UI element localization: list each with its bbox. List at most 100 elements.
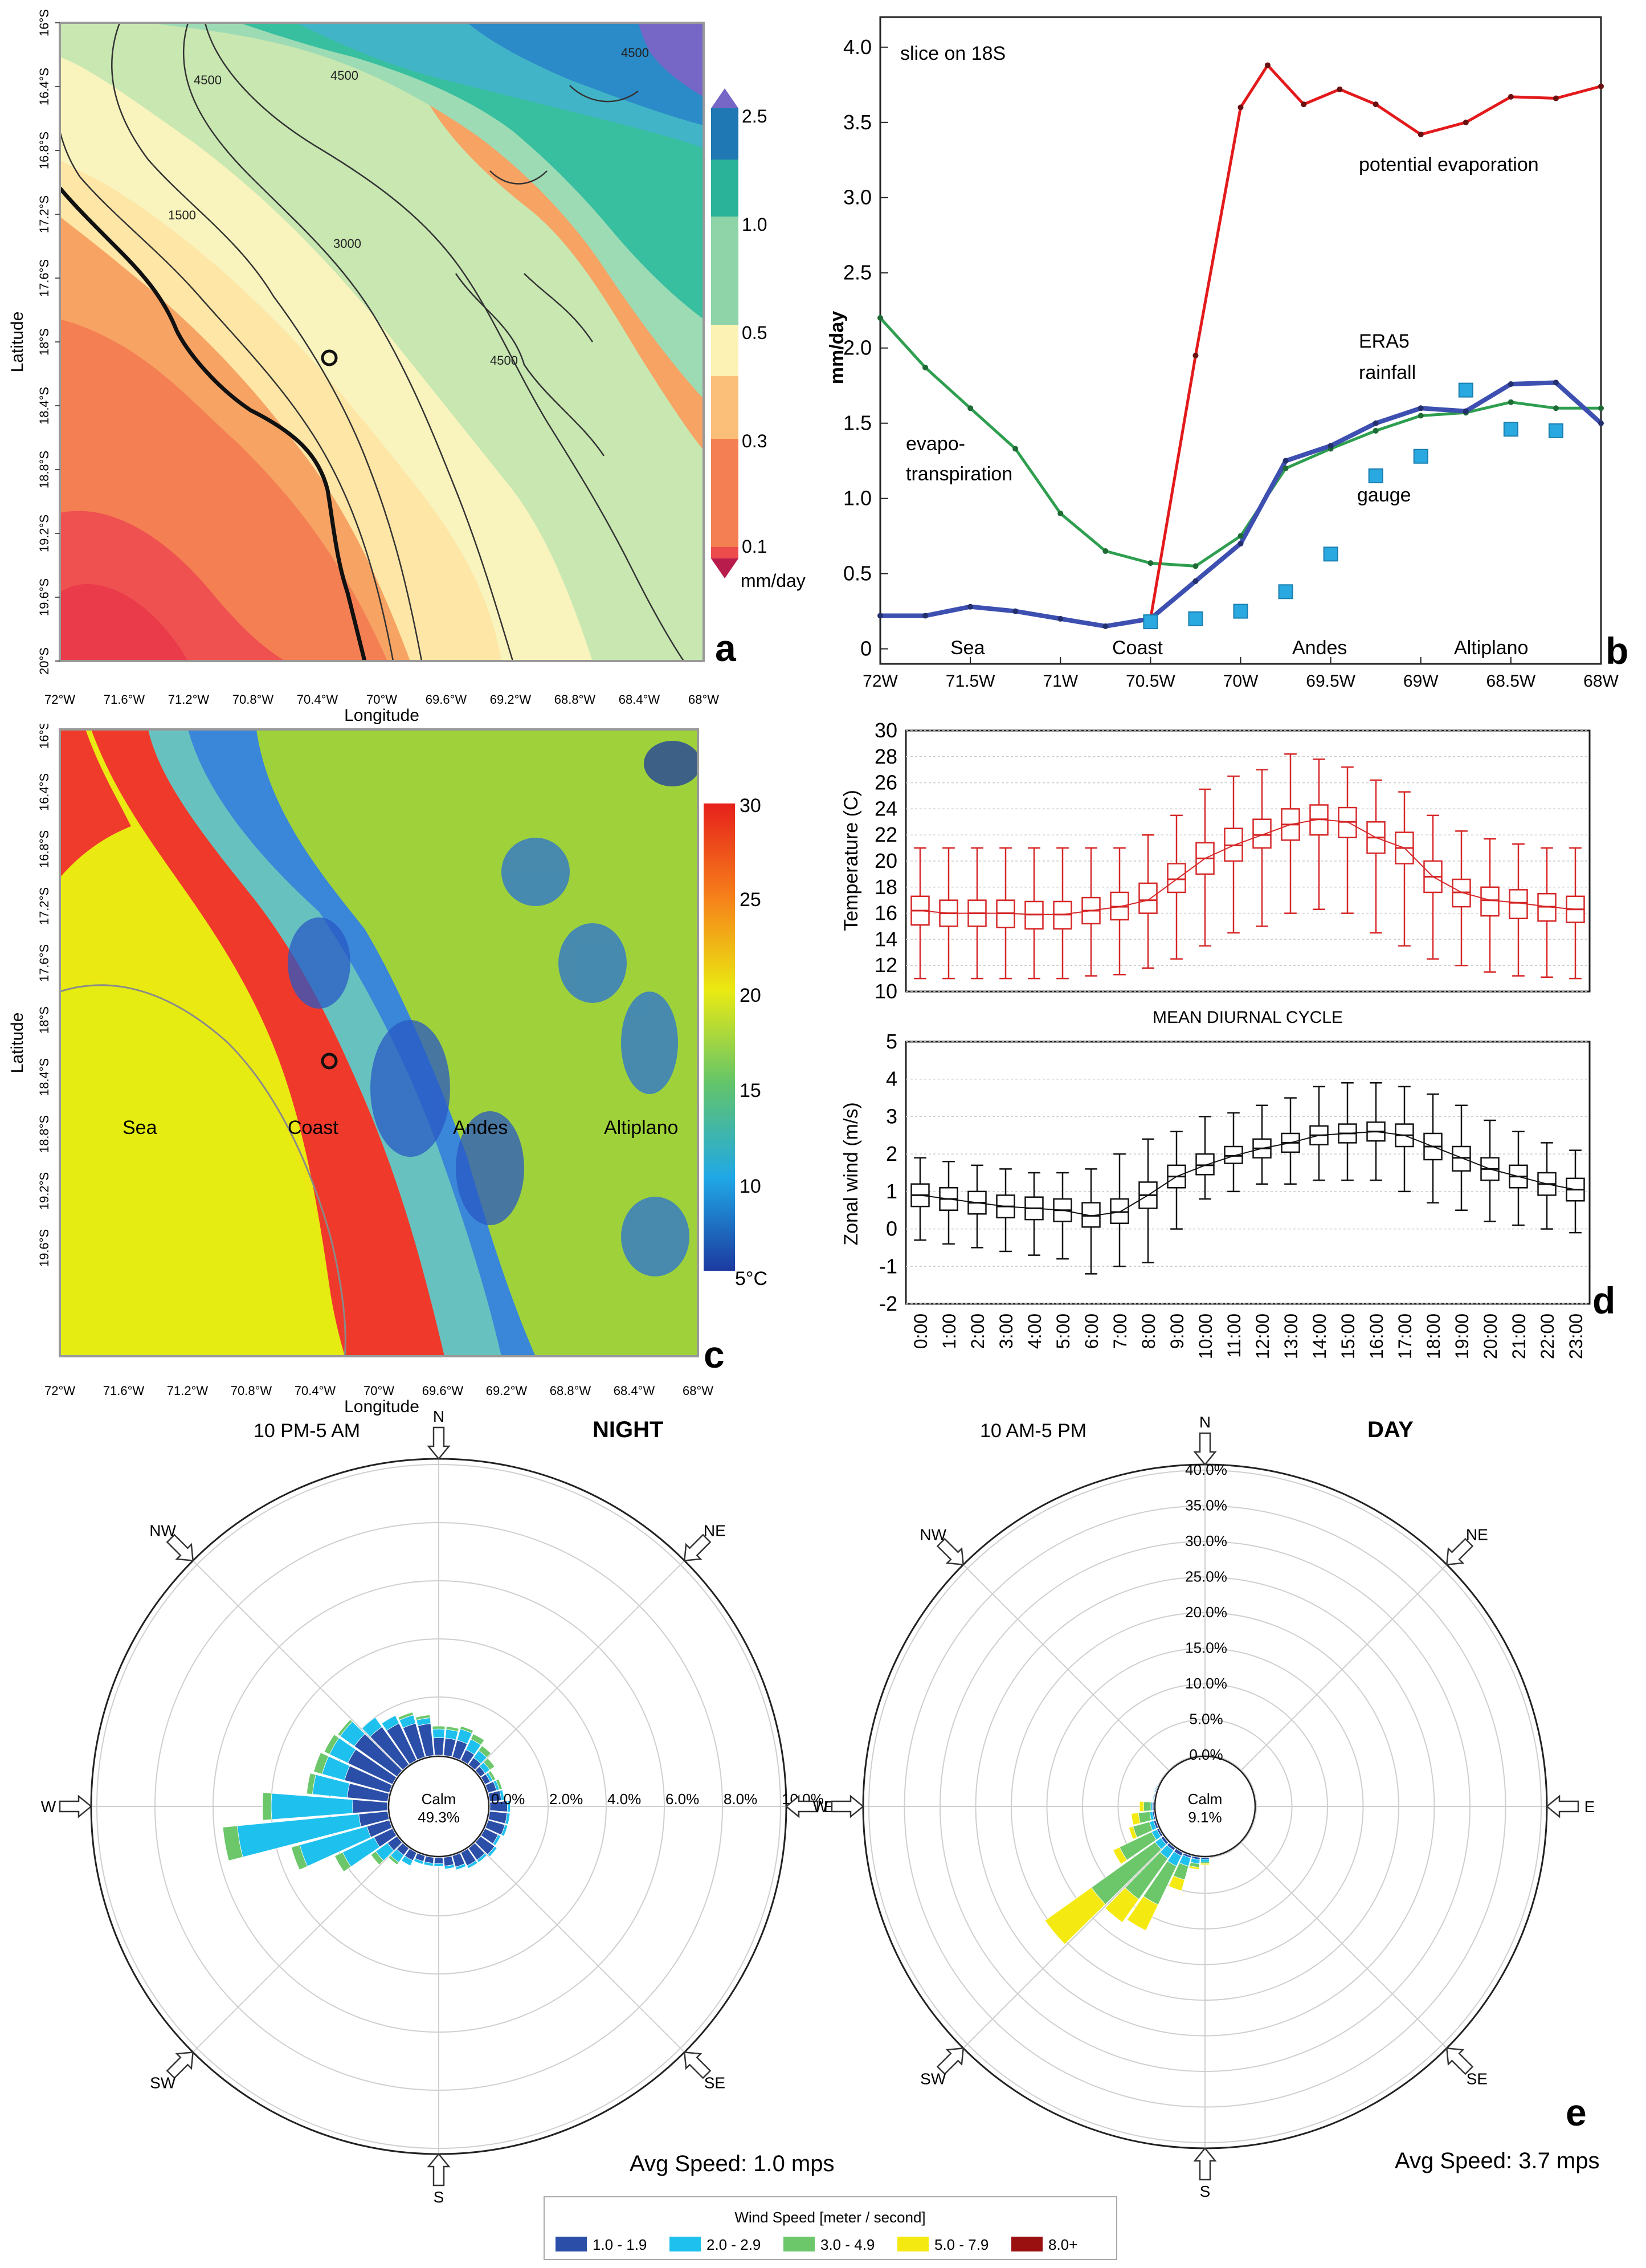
ring-label: 15.0% <box>1185 1639 1227 1657</box>
x-tick-label: 68W <box>1583 672 1619 691</box>
arrow-shape <box>936 1537 965 1566</box>
rose-sector <box>455 1863 467 1870</box>
arrow-shape <box>166 1533 194 1562</box>
y-tick-label: -2 <box>879 1292 897 1315</box>
chart-b-annotation: slice on 18S <box>900 43 1006 64</box>
ring-label: 8.0% <box>724 1790 757 1808</box>
panel-letter-d: d <box>1592 1279 1615 1321</box>
arrow-shape <box>785 1794 819 1818</box>
label-transpiration: transpiration <box>906 463 1012 485</box>
legend-label: 3.0 - 4.9 <box>820 2236 875 2253</box>
panel-a-map: 16°S 16.4°S 16.8°S 17.2°S 17.6°S 18°S 18.4°S 18… <box>8 9 806 724</box>
data-point <box>1373 427 1379 434</box>
data-point <box>1598 405 1604 411</box>
day-avg-speed: Avg Speed: 3.7 mps <box>1395 2148 1600 2173</box>
lat-tick-label: 19.6°S <box>37 1229 51 1267</box>
y-tick-label: 3.5 <box>843 111 872 134</box>
compass-label: SE <box>704 2074 725 2091</box>
compass-label: W <box>41 1798 56 1816</box>
data-point <box>1418 405 1424 411</box>
y-tick-label: 18 <box>875 875 897 899</box>
compass-label: S <box>1200 2183 1211 2200</box>
data-point <box>1192 352 1199 358</box>
hour-tick-label: 5:00 <box>1053 1314 1073 1349</box>
data-point <box>1463 119 1469 125</box>
lat-tick-label: 16°S <box>37 724 51 749</box>
data-point <box>1192 578 1199 584</box>
hour-tick-label: 23:00 <box>1566 1314 1586 1359</box>
rose-sector <box>262 1792 272 1821</box>
rose-sector <box>432 1728 446 1739</box>
hour-tick-label: 8:00 <box>1138 1314 1159 1349</box>
compass-arrow-icon <box>427 2153 451 2187</box>
contour-labels: 4500 4500 4500 1500 3000 4500 <box>168 46 649 368</box>
legend-label: 8.0+ <box>1048 2236 1077 2253</box>
rose-sector <box>401 1855 414 1866</box>
region-label: Sea <box>122 1117 157 1139</box>
lat-tick-labels: 16°S 16.4°S 16.8°S 17.2°S 17.6°S 18°S 18.4°S 18… <box>37 724 51 1267</box>
rose-sector <box>291 1845 308 1870</box>
rose-sector <box>476 1853 488 1863</box>
legend-label: 2.0 - 2.9 <box>706 2236 761 2253</box>
region-label: Andes <box>453 1117 508 1139</box>
compass-arrow-icon <box>1193 2147 1217 2181</box>
rose-sector <box>324 1734 340 1755</box>
hour-tick-label: 1:00 <box>939 1314 959 1349</box>
rose-sector <box>492 1834 501 1846</box>
rose-sector <box>501 1824 508 1837</box>
rose-spoke <box>474 1560 685 1771</box>
hour-tick-label: 16:00 <box>1366 1314 1387 1359</box>
rose-sector <box>423 1861 434 1867</box>
label-gauge: gauge <box>1357 484 1411 506</box>
lon-tick-label: 68°W <box>688 692 719 707</box>
data-point <box>1102 548 1109 554</box>
lon-tick-label: 71.6°W <box>104 692 145 707</box>
night-avg-speed: Avg Speed: 1.0 mps <box>630 2151 835 2176</box>
lat-tick-labels: 16°S 16.4°S 16.8°S 17.2°S 17.6°S 18°S 18.4°S 18… <box>37 9 60 675</box>
box <box>1167 863 1186 894</box>
data-point <box>877 315 883 321</box>
rose-sector <box>1154 1784 1158 1793</box>
gauge-marker <box>1143 614 1158 630</box>
data-point <box>967 603 974 610</box>
lat-tick-label: 17.2°S <box>37 887 51 925</box>
rose-sector <box>1200 1863 1210 1865</box>
rose-sector <box>444 1864 455 1870</box>
compass-arrow-icon <box>1445 2047 1474 2075</box>
ring-label: 0.0% <box>1189 1746 1223 1763</box>
region-label: Andes <box>1292 637 1347 659</box>
lat-tick-label: 17.2°S <box>37 195 51 233</box>
y-tick-label: 16 <box>875 902 897 925</box>
compass-label: NW <box>920 1526 946 1544</box>
rose-sector <box>1200 1858 1210 1862</box>
y-tick-label: 4 <box>886 1067 897 1091</box>
x-tick-label: 70.5W <box>1126 672 1175 691</box>
colorbar-label: 15 <box>740 1080 761 1102</box>
y-tick-label: 5 <box>886 1030 897 1053</box>
data-point <box>1237 533 1244 539</box>
rose-sector <box>1138 1811 1152 1824</box>
data-point <box>1508 399 1514 405</box>
lon-tick-label: 68.4°W <box>614 1384 655 1398</box>
region-label: Coast <box>288 1117 338 1139</box>
hour-tick-label: 3:00 <box>996 1314 1016 1349</box>
rose-spoke <box>963 1564 1170 1771</box>
lat-tick-label: 16.8°S <box>37 132 51 169</box>
calm-circle <box>387 1755 490 1858</box>
label-rainfall: rainfall <box>1359 362 1416 384</box>
compass-arrow-icon <box>59 1794 92 1818</box>
colorbar-label: 0.3 <box>742 431 767 451</box>
contour-label: 4500 <box>194 73 222 87</box>
chart-b-ylabel: mm/day <box>826 311 848 385</box>
y-tick-label: 14 <box>875 927 897 951</box>
compass-label: N <box>433 1408 444 1425</box>
hour-tick-label: 15:00 <box>1338 1314 1358 1359</box>
arrow-shape <box>1546 1794 1579 1818</box>
data-point <box>922 365 929 371</box>
zonal-wind-axis-label: Zonal wind (m/s) <box>840 1102 862 1245</box>
hour-tick-label: 6:00 <box>1081 1314 1102 1349</box>
lat-tick-label: 18.8°S <box>37 451 51 488</box>
rose-sector <box>1152 1793 1155 1802</box>
data-point <box>1012 446 1019 452</box>
